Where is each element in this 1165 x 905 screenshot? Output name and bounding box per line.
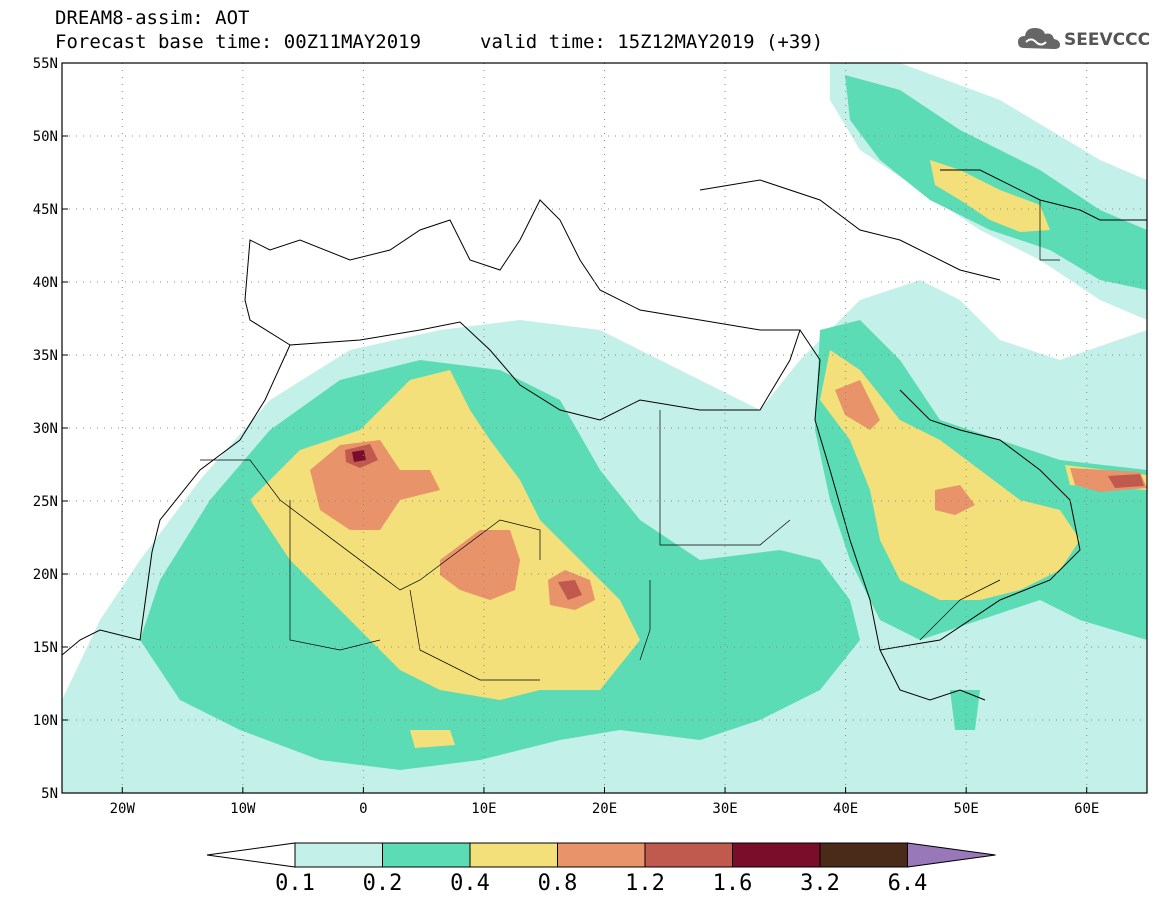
lat-tick-label: 15N [33,640,58,656]
lon-tick-label: 10E [471,801,496,817]
lon-tick-label: 40E [833,801,858,817]
lat-tick-label: 45N [33,202,58,218]
cloud-icon [1018,28,1060,49]
colorbar-box [732,842,821,868]
lat-tick-label: 40N [33,275,58,291]
colorbar: 0.1 0.2 0.4 0.8 1.2 1.6 3.2 6.4 [206,842,996,896]
lon-tick-label: 30E [712,801,737,817]
map-title: DREAM8-assim: AOT [55,7,250,29]
colorbar-box [819,842,908,868]
seevccc-logo: SEEVCCC [1016,22,1156,54]
logo-text: SEEVCCC [1064,30,1151,50]
colorbar-label: 0.4 [450,871,490,896]
colorbar-box [469,842,558,868]
colorbar-box [294,842,383,868]
lat-tick-label: 20N [33,567,58,583]
colorbar-label: 1.6 [713,871,753,896]
lon-tick-label: 50E [954,801,979,817]
aot-fields [62,63,1147,793]
colorbar-box [382,842,471,868]
lat-tick-label: 35N [33,348,58,364]
aot-level-0.8 [310,380,1147,610]
coastlines [62,169,1147,701]
colorbar-box [644,842,733,868]
lat-tick-label: 50N [33,129,58,145]
lat-tick-label: 25N [33,494,58,510]
colorbar-label: 0.2 [363,871,403,896]
lon-tick-label: 10W [230,801,256,817]
lon-tick-label: 0 [359,801,367,817]
colorbar-left-arrow [206,842,296,868]
colorbar-label: 0.8 [538,871,578,896]
lon-tick-label: 20E [592,801,617,817]
forecast-base-time: Forecast base time: 00Z11MAY2019 [55,31,422,53]
valid-time: valid time: 15Z12MAY2019 (+39) [480,31,824,53]
longitude-labels: 20W 10W 0 10E 20E 30E 40E 50E 60E [110,801,1100,817]
colorbar-right-arrow [907,842,996,868]
lon-tick-label: 60E [1074,801,1099,817]
colorbar-label: 0.1 [275,871,315,896]
lat-tick-label: 5N [41,786,58,802]
lat-lon-grid [62,62,1147,794]
aot-level-1.2 [345,444,1144,600]
lon-tick-label: 20W [110,801,136,817]
lat-tick-label: 30N [33,421,58,437]
lat-tick-label: 55N [33,56,58,72]
colorbar-box [557,842,646,868]
lat-tick-label: 10N [33,713,58,729]
colorbar-label: 6.4 [888,871,928,896]
aot-level-1.6 [352,450,366,462]
map-frame [61,62,1148,794]
colorbar-label: 3.2 [800,871,840,896]
country-borders [200,200,1060,681]
colorbar-label: 1.2 [625,871,665,896]
latitude-labels: 5N 10N 15N 20N 25N 30N 35N 40N 45N 50N 55N [33,56,58,802]
